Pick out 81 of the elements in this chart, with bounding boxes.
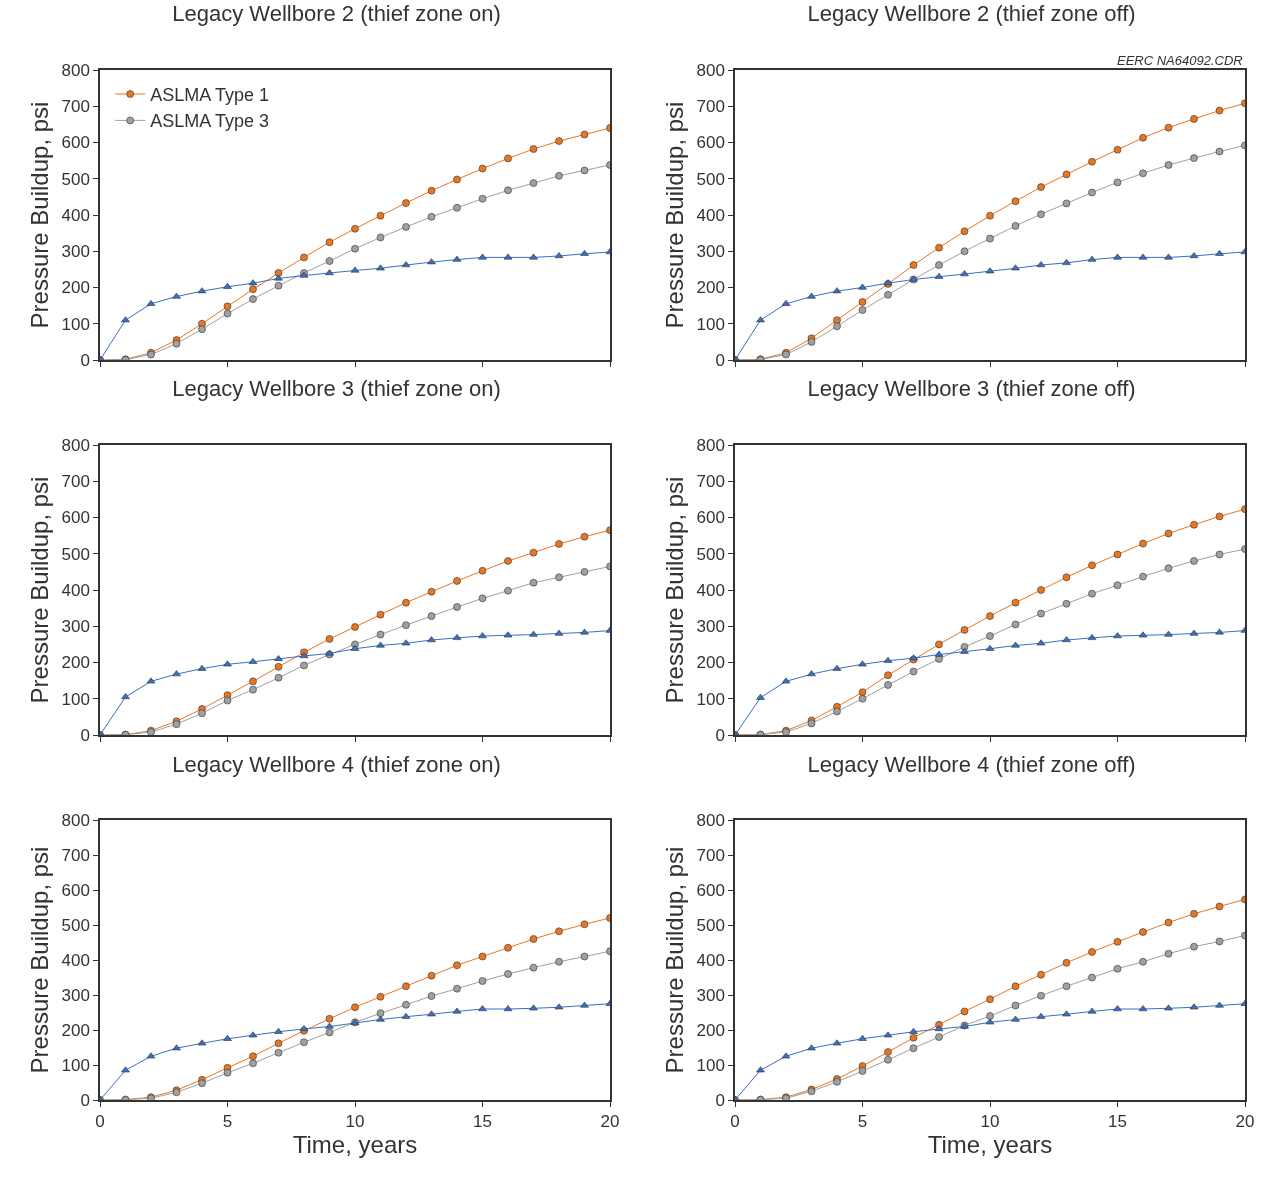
y-tick-label: 200 [61, 653, 90, 673]
text: EERC NA64092.CDR [1117, 53, 1243, 68]
y-tick-label: 0 [80, 725, 90, 745]
chart-title: Legacy Wellbore 4 (thief zone on) [172, 751, 501, 777]
y-tick-label: 600 [61, 508, 90, 528]
x-tick-label: 15 [473, 1112, 492, 1132]
y-tick-label: 500 [61, 169, 90, 189]
y-tick-label: 100 [696, 1055, 725, 1075]
y-tick-label: 700 [61, 845, 90, 865]
x-tick-label: 5 [857, 1112, 868, 1132]
y-tick-label: 300 [696, 985, 725, 1005]
x-tick-label: 15 [1108, 1112, 1127, 1132]
y-tick-label: 200 [696, 278, 725, 298]
y-axis-title: Pressure Buildup, psi [26, 846, 54, 1074]
y-tick-label: 200 [696, 1020, 725, 1040]
y-tick-label: 0 [80, 350, 90, 370]
y-tick-label: 400 [61, 950, 90, 970]
y-tick-label: 500 [61, 915, 90, 935]
y-tick-label: 400 [696, 205, 725, 225]
chart-title: Legacy Wellbore 3 (thief zone on) [172, 376, 501, 402]
y-tick-label: 100 [61, 689, 90, 709]
x-axis-title: Time, years [927, 1131, 1053, 1159]
y-tick-label: 800 [696, 60, 725, 80]
x-tick-label: 0 [95, 1112, 105, 1132]
y-tick-label: 300 [696, 617, 725, 637]
y-tick-label: 600 [696, 133, 725, 153]
y-tick-label: 800 [696, 810, 725, 830]
x-tick-label: 20 [600, 1112, 620, 1132]
y-tick-label: 400 [696, 580, 725, 600]
y-tick-label: 600 [61, 133, 90, 153]
y-tick-label: 500 [61, 544, 90, 564]
y-tick-label: 300 [61, 617, 90, 637]
y-tick-label: 700 [696, 97, 725, 117]
y-axis-title: Pressure Buildup, psi [661, 846, 689, 1074]
chart-title: Legacy Wellbore 2 (thief zone on) [172, 1, 501, 27]
y-tick-label: 800 [61, 60, 90, 80]
y-tick-label: 700 [61, 97, 90, 117]
y-tick-label: 200 [696, 653, 725, 673]
y-tick-label: 0 [715, 350, 725, 370]
chart-title: Legacy Wellbore 2 (thief zone off) [807, 1, 1136, 27]
y-tick-label: 200 [61, 1020, 90, 1040]
y-tick-label: 800 [61, 810, 90, 830]
x-tick-label: 20 [1235, 1112, 1255, 1132]
x-tick-label: 10 [345, 1112, 365, 1132]
y-tick-label: 500 [696, 915, 725, 935]
y-tick-label: 100 [696, 314, 725, 334]
y-tick-label: 0 [80, 1090, 90, 1110]
y-axis-title: Pressure Buildup, psi [26, 476, 54, 704]
y-tick-label: 700 [696, 472, 725, 492]
y-tick-label: 400 [696, 950, 725, 970]
y-tick-label: 300 [61, 985, 90, 1005]
y-axis-title: Pressure Buildup, psi [661, 476, 689, 704]
y-axis-title: Pressure Buildup, psi [661, 101, 689, 329]
y-tick-label: 100 [61, 1055, 90, 1075]
y-tick-label: 700 [696, 845, 725, 865]
y-tick-label: 0 [715, 1090, 725, 1110]
y-tick-label: 300 [696, 242, 725, 262]
y-tick-label: 100 [696, 689, 725, 709]
chart-title: Legacy Wellbore 3 (thief zone off) [807, 376, 1136, 402]
y-tick-label: 800 [61, 435, 90, 455]
y-tick-label: 100 [61, 314, 90, 334]
x-tick-label: 5 [222, 1112, 233, 1132]
y-tick-label: 600 [696, 880, 725, 900]
y-axis-title: Pressure Buildup, psi [26, 101, 54, 329]
y-tick-label: 700 [61, 472, 90, 492]
y-tick-label: 300 [61, 242, 90, 262]
y-tick-label: 0 [715, 725, 725, 745]
y-tick-label: 800 [696, 435, 725, 455]
y-tick-label: 600 [696, 508, 725, 528]
y-tick-label: 200 [61, 278, 90, 298]
legend-label: ASLMA Type 3 [150, 111, 269, 132]
y-tick-label: 600 [61, 880, 90, 900]
x-axis-title: Time, years [292, 1131, 418, 1159]
y-tick-label: 500 [696, 544, 725, 564]
legend-label: ASLMA Type 1 [150, 85, 269, 106]
y-tick-label: 500 [696, 169, 725, 189]
y-tick-label: 400 [61, 205, 90, 225]
x-tick-label: 10 [980, 1112, 1000, 1132]
chart-title: Legacy Wellbore 4 (thief zone off) [807, 751, 1136, 777]
y-tick-label: 400 [61, 580, 90, 600]
x-tick-label: 0 [730, 1112, 740, 1132]
